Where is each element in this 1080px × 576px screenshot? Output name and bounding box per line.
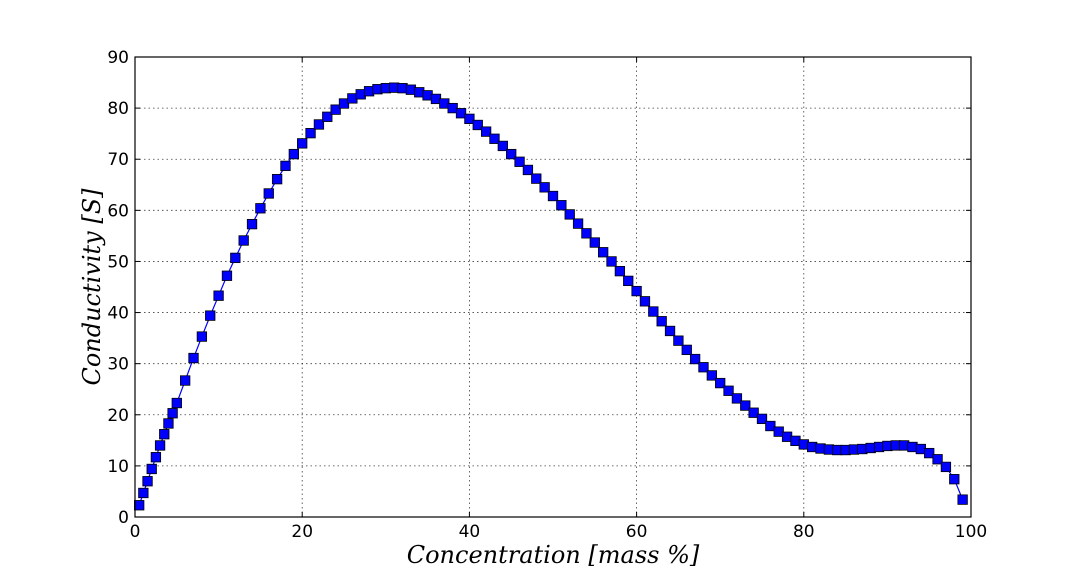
data-point	[698, 362, 709, 373]
data-point	[159, 429, 170, 440]
y-tick-label: 40	[107, 304, 129, 324]
data-point	[271, 174, 283, 185]
data-point	[146, 463, 157, 475]
data-point	[639, 296, 651, 307]
data-point	[706, 370, 717, 381]
y-axis-label: Conductivity [S]	[78, 188, 106, 386]
y-tick-label: 70	[107, 150, 129, 170]
data-point	[205, 310, 216, 321]
y-tick-label: 60	[107, 201, 129, 221]
data-point	[932, 454, 943, 465]
data-point	[288, 148, 299, 160]
data-point	[598, 247, 609, 258]
data-point	[497, 140, 508, 152]
data-point	[297, 138, 308, 149]
data-point	[539, 182, 550, 193]
data-point	[689, 353, 701, 365]
data-point	[213, 290, 224, 301]
data-point	[648, 306, 659, 317]
data-point	[631, 285, 642, 297]
data-point	[547, 190, 559, 202]
data-point	[464, 113, 475, 124]
data-point	[246, 218, 258, 230]
series-line	[138, 87, 964, 506]
ticks: 0 20 40 60 80 100 0 10 20 30 40 50 60 70 80 90	[107, 48, 987, 542]
data-point	[589, 237, 600, 248]
data-point	[480, 126, 492, 137]
data-point	[740, 400, 751, 411]
data-point	[949, 474, 960, 485]
data-point	[756, 413, 768, 425]
data-point	[263, 188, 274, 199]
data-point	[522, 164, 534, 176]
data-point	[623, 275, 634, 287]
data-point	[564, 209, 575, 220]
data-point	[305, 128, 316, 139]
data-point	[280, 160, 291, 172]
y-tick-label: 20	[107, 406, 129, 426]
data-point	[715, 377, 726, 389]
data-point	[188, 352, 199, 364]
data-point	[472, 119, 483, 131]
y-tick-label: 30	[107, 355, 129, 375]
data-point	[731, 393, 743, 404]
x-tick-label: 0	[130, 522, 141, 542]
y-tick-label: 10	[107, 457, 129, 477]
data-point	[581, 228, 592, 239]
data-point	[572, 218, 584, 229]
data-point	[196, 331, 208, 342]
data-point	[940, 461, 952, 473]
data-point	[134, 500, 145, 511]
x-axis-label: Concentration [mass %]	[407, 541, 700, 569]
data-point	[748, 407, 759, 418]
data-point	[664, 325, 676, 337]
data-point	[514, 156, 525, 167]
x-tick-label: 40	[459, 522, 481, 542]
data-point	[167, 408, 178, 419]
x-tick-label: 100	[955, 522, 987, 542]
data-point	[322, 111, 333, 122]
y-tick-label: 50	[107, 252, 129, 272]
x-tick-label: 20	[291, 522, 313, 542]
data-point	[138, 487, 149, 499]
y-tick-label: 90	[107, 48, 129, 68]
data-point	[723, 385, 734, 396]
data-point	[142, 476, 153, 487]
data-point	[221, 270, 233, 281]
data-point	[163, 418, 174, 429]
data-point	[489, 133, 500, 144]
data-point	[957, 494, 968, 505]
data-point	[614, 266, 626, 277]
data-point	[681, 344, 692, 356]
data-point	[180, 375, 191, 386]
data-point	[171, 397, 182, 409]
data-point	[238, 235, 249, 246]
data-point	[656, 316, 667, 327]
series	[134, 82, 968, 511]
data-point	[924, 447, 935, 459]
data-point	[150, 452, 162, 463]
y-tick-label: 80	[107, 99, 129, 119]
data-point	[673, 335, 684, 346]
data-point	[255, 203, 266, 214]
data-point	[330, 104, 341, 115]
data-point	[154, 440, 166, 451]
data-point	[230, 252, 241, 264]
data-point	[765, 420, 776, 432]
x-tick-label: 60	[626, 522, 648, 542]
data-point	[531, 173, 542, 184]
data-point	[606, 256, 617, 267]
data-point	[506, 148, 517, 160]
data-point	[556, 200, 567, 211]
plot-frame	[134, 56, 972, 518]
x-tick-label: 80	[793, 522, 815, 542]
data-point	[455, 108, 467, 119]
y-tick-label: 0	[118, 508, 129, 528]
data-point	[313, 119, 325, 130]
